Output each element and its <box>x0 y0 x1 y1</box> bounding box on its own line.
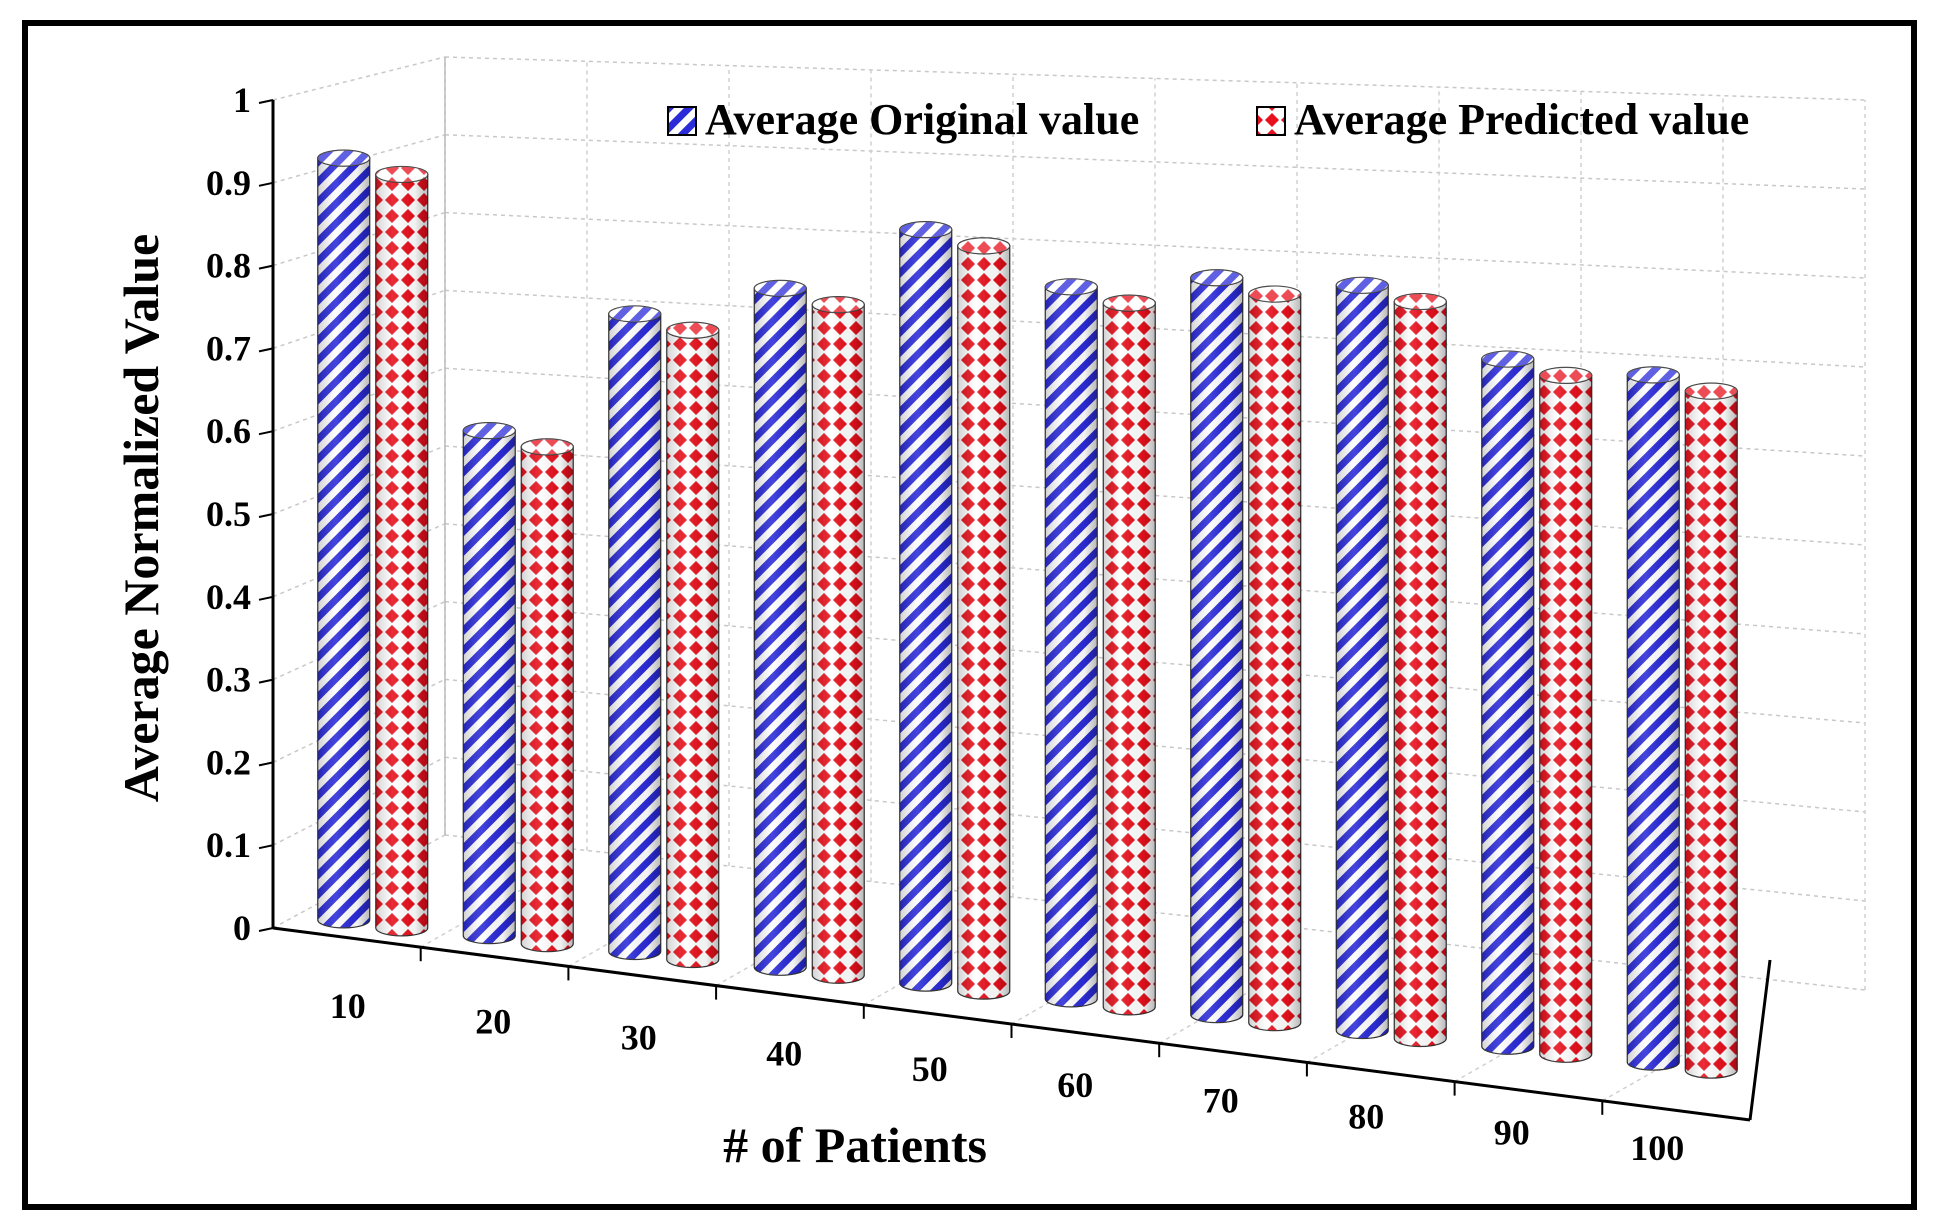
y-tick-label: 1 <box>233 80 251 120</box>
y-tick-mark <box>258 99 274 104</box>
y-tick-label: 0.1 <box>206 825 251 865</box>
bar-original-50 <box>899 221 953 992</box>
bar-original-30 <box>608 305 662 961</box>
depth-axis-line <box>1748 959 1772 1121</box>
legend-swatch-predicted <box>1256 106 1286 136</box>
y-tick-mark <box>258 264 274 270</box>
grid-line-left <box>272 56 446 101</box>
y-tick-label: 0.3 <box>206 660 251 700</box>
x-tick-label: 70 <box>1203 1081 1239 1121</box>
y-tick-label: 0 <box>233 908 251 948</box>
bars-layer <box>317 149 1738 1079</box>
x-tick-label: 90 <box>1494 1112 1530 1152</box>
y-tick-mark <box>258 595 274 601</box>
bar-predicted-80 <box>1393 292 1447 1048</box>
legend: Average Original value Average Predicted… <box>667 95 1749 144</box>
bar-predicted-60 <box>1102 294 1156 1016</box>
y-tick-label: 0.9 <box>206 163 251 203</box>
y-tick-label: 0.5 <box>206 494 251 534</box>
bar-original-60 <box>1044 278 1098 1008</box>
y-tick-label: 0.2 <box>206 742 251 782</box>
bar-predicted-100 <box>1684 382 1738 1079</box>
x-tick-label: 30 <box>621 1018 657 1058</box>
y-tick-mark <box>258 513 274 518</box>
grid-line-back <box>444 211 1866 279</box>
x-axis-title: # of Patients <box>723 1117 987 1173</box>
bar-original-100 <box>1626 366 1680 1071</box>
grid-line-back <box>444 134 1866 190</box>
y-tick-mark <box>258 844 274 850</box>
y-tick-label: 0.8 <box>206 246 251 286</box>
y-tick-mark <box>258 761 274 767</box>
x-tick-label: 80 <box>1348 1097 1384 1137</box>
y-axis-title: Average Normalized Value <box>113 234 169 802</box>
y-tick-mark <box>258 181 274 187</box>
bar-predicted-10 <box>375 165 429 937</box>
bar-original-10 <box>317 149 371 929</box>
legend-label-original: Average Original value <box>705 95 1139 144</box>
y-tick-mark <box>258 347 274 353</box>
bar-predicted-90 <box>1539 366 1593 1063</box>
bar-predicted-70 <box>1248 285 1302 1032</box>
bar-original-80 <box>1335 276 1389 1040</box>
y-tick-mark <box>258 430 274 436</box>
x-tick-labels: 10 20 30 40 50 60 70 80 90 100 <box>330 986 1685 1168</box>
y-tick-label: 0.6 <box>206 411 251 451</box>
x-tick-label: 10 <box>330 986 366 1026</box>
grid-line-back <box>444 289 1866 368</box>
y-tick-mark <box>258 678 274 684</box>
bar-original-90 <box>1481 350 1535 1055</box>
bar-predicted-20 <box>520 438 574 953</box>
x-tick-label: 50 <box>912 1049 948 1089</box>
x-tick-label: 20 <box>475 1002 511 1042</box>
legend-swatch-original <box>667 106 697 136</box>
y-tick-label: 0.4 <box>206 577 251 617</box>
bar-original-20 <box>462 422 516 945</box>
bar-original-40 <box>753 279 807 976</box>
x-tick-label: 60 <box>1057 1065 1093 1105</box>
y-tick-label: 0.7 <box>206 328 251 368</box>
bar-predicted-50 <box>957 237 1011 1000</box>
bar-predicted-40 <box>811 296 865 984</box>
x-tick-label: 100 <box>1630 1128 1684 1168</box>
x-tick-label: 40 <box>766 1033 802 1073</box>
bar-original-70 <box>1190 269 1244 1024</box>
bar-predicted-30 <box>666 321 720 969</box>
axes-layer <box>258 99 1772 1122</box>
y-tick-mark <box>258 927 274 932</box>
legend-label-predicted: Average Predicted value <box>1294 95 1749 144</box>
y-tick-labels: 0 0.1 0.2 0.3 0.4 0.5 0.6 0.7 0.8 0.9 1 <box>206 80 251 948</box>
